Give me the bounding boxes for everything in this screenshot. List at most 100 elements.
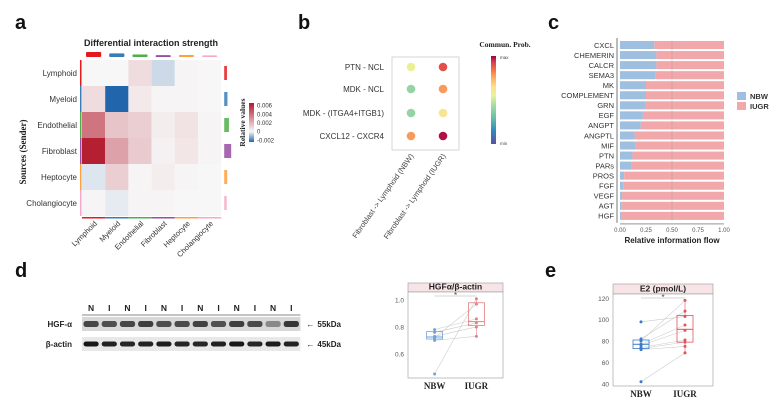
lane-label: N xyxy=(124,303,130,313)
col-sum-bar xyxy=(109,53,125,57)
x-category-label: NBW xyxy=(424,381,446,391)
pair-line xyxy=(640,346,686,350)
heatmap-cell xyxy=(151,60,175,86)
bar-nbw xyxy=(620,81,646,90)
dot xyxy=(438,84,448,94)
lane-label: N xyxy=(88,303,94,313)
row-group-marker xyxy=(80,138,82,164)
blot-band xyxy=(210,341,227,347)
bar-iugr xyxy=(655,71,724,80)
bar-iugr xyxy=(644,101,724,110)
y-tick-label: 60 xyxy=(602,360,610,367)
category-label: ANGPT xyxy=(588,121,614,130)
lane-label: I xyxy=(145,303,147,313)
y-tick-label: 0.8 xyxy=(395,324,404,331)
lane-label: I xyxy=(290,303,292,313)
heatmap-cell xyxy=(82,86,106,112)
heatmap-cell xyxy=(174,60,198,86)
blot-band xyxy=(247,341,263,347)
e2-boxplot-panel: E2 (pmol/L) 120 100 80 60 40 NBW IUGR * xyxy=(598,284,714,399)
legend-colorbar xyxy=(491,56,496,144)
data-point xyxy=(683,340,687,344)
heatmap-cell xyxy=(128,60,152,86)
hgf-boxplot-panel: HGFα/β-actin 1.0 0.8 0.6 NBW IUGR * xyxy=(395,282,504,391)
y-tick-label: 40 xyxy=(602,381,610,388)
category-label: MK xyxy=(603,81,614,90)
data-point xyxy=(433,336,437,340)
blot-band xyxy=(138,341,154,347)
plot-frame xyxy=(612,293,714,387)
category-label: AGT xyxy=(599,202,615,211)
information-flow-panel: CXCLCHEMERINCALCRSEMA3MKCOMPLEMENTGRNEGF… xyxy=(561,38,769,245)
col-sum-bar xyxy=(178,54,194,57)
dot xyxy=(406,108,416,118)
data-point xyxy=(683,309,687,313)
legend-tick: -0.002 xyxy=(257,138,275,144)
data-point xyxy=(474,325,478,329)
legend-label: IUGR xyxy=(750,102,769,111)
pair-line xyxy=(640,352,686,382)
category-label: HGF xyxy=(598,212,614,221)
heatmap-cell xyxy=(198,138,222,164)
heatmap-cell xyxy=(151,164,175,190)
blot-band xyxy=(156,341,172,347)
data-point xyxy=(474,317,478,321)
bar-iugr xyxy=(646,81,724,90)
col-sum-bar xyxy=(86,52,102,57)
y-tick-label: 100 xyxy=(598,317,609,324)
bar-iugr xyxy=(621,211,724,220)
blot-band xyxy=(83,341,99,347)
heatmap-cell xyxy=(174,164,198,190)
category-label: PARs xyxy=(595,161,614,170)
pair-line xyxy=(434,318,477,330)
heatmap-cell xyxy=(105,164,129,190)
heatmap-cell xyxy=(82,138,106,164)
bar-iugr xyxy=(624,171,724,180)
bar-nbw xyxy=(620,191,623,200)
blot-band xyxy=(119,321,136,327)
row-group-marker xyxy=(80,112,82,138)
heatmap-cell xyxy=(128,190,152,216)
blot-strip xyxy=(82,337,301,351)
blot-band xyxy=(247,321,263,327)
bar-nbw xyxy=(620,111,643,120)
row-label: Endothelial xyxy=(37,121,77,130)
bar-nbw xyxy=(620,41,655,50)
category-label: ANGPTL xyxy=(584,131,614,140)
heatmap-cell xyxy=(82,190,106,216)
dot xyxy=(438,62,448,72)
heatmap-cell xyxy=(128,112,152,138)
mw-marker: 45kDa xyxy=(317,340,341,349)
legend-tick: 0 xyxy=(257,130,261,136)
category-label: COMPLEMENT xyxy=(561,91,614,100)
x-tick-label: 0.50 xyxy=(666,228,678,234)
data-point xyxy=(639,339,643,343)
bar-iugr xyxy=(635,141,724,150)
x-tick-label: 0.25 xyxy=(640,228,652,234)
legend-colorbar xyxy=(249,103,254,142)
col-group-marker xyxy=(151,217,175,219)
bar-iugr xyxy=(654,41,724,50)
row-label: Fibroblast xyxy=(42,147,78,156)
legend-title: Commun. Prob. xyxy=(479,40,530,49)
dot xyxy=(438,108,448,118)
pair-line xyxy=(434,298,477,375)
category-label: PROS xyxy=(593,171,614,180)
blot-band xyxy=(283,341,299,347)
bar-nbw xyxy=(620,161,632,170)
bar-iugr xyxy=(621,201,724,210)
blot-band xyxy=(156,321,172,327)
pair-line xyxy=(434,303,477,338)
blot-band xyxy=(265,321,281,327)
significance-star: * xyxy=(661,293,664,302)
data-point xyxy=(433,338,437,342)
data-point xyxy=(683,328,687,332)
category-label: CHEMERIN xyxy=(574,51,614,60)
bar-iugr xyxy=(622,191,724,200)
panel-letter-d: d xyxy=(15,260,28,282)
lane-label: N xyxy=(270,303,276,313)
data-point xyxy=(683,351,687,355)
col-label: Lymphoid xyxy=(70,219,99,248)
bar-nbw xyxy=(620,71,656,80)
col-sum-bar xyxy=(155,55,171,57)
